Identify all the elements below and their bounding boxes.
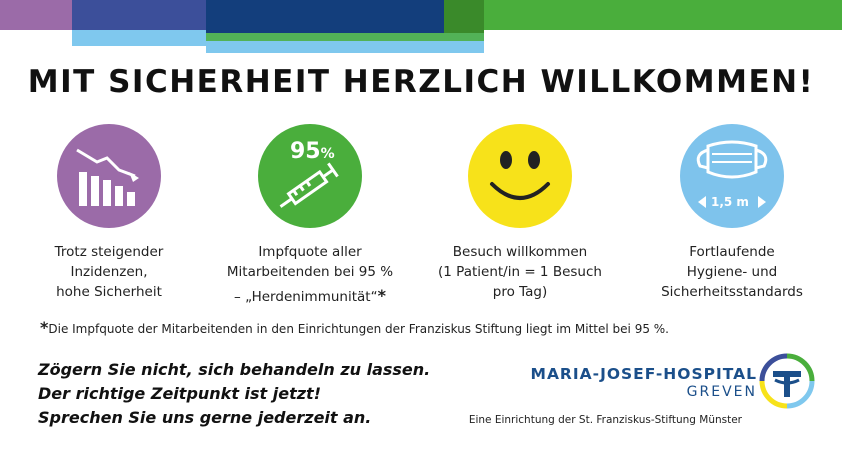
- band-dark-blue: [72, 0, 206, 30]
- band-green-right: [484, 0, 842, 30]
- distance-badge: 1,5 m: [711, 195, 749, 209]
- caption-incidence: Trotz steigender Inzidenzen, hohe Sicher…: [54, 244, 164, 300]
- band-olive-green: [444, 0, 484, 33]
- band-navy: [206, 0, 444, 33]
- hospital-logo: [758, 352, 816, 410]
- band-green-strip: [206, 33, 484, 41]
- hospital-city: GREVEN: [686, 384, 757, 400]
- vaccination-rate-badge: 95%: [290, 139, 335, 164]
- declining-chart-icon: [57, 124, 161, 228]
- footnote: *Die Impfquote der Mitarbeitenden in den…: [40, 318, 669, 337]
- caption-visit: Besuch willkommen (1 Patient/in = 1 Besu…: [438, 244, 602, 300]
- syringe-icon: [258, 124, 362, 228]
- slogan: Zögern Sie nicht, sich behandeln zu lass…: [38, 360, 431, 427]
- band-light-blue-left: [72, 30, 206, 46]
- hospital-subline: Eine Einrichtung der St. Franziskus-Stif…: [468, 414, 742, 426]
- caption-hygiene: Fortlaufende Hygiene- und Sicherheitssta…: [661, 244, 803, 300]
- page-title: MIT SICHERHEIT HERZLICH WILLKOMMEN!: [27, 64, 815, 100]
- hospital-name: MARIA-JOSEF-HOSPITAL: [530, 365, 757, 383]
- band-purple: [0, 0, 72, 30]
- caption-vaccination: Impfquote aller Mitarbeitenden bei 95 % …: [226, 244, 394, 305]
- face-mask-icon: [680, 124, 784, 228]
- smiley-icon: [468, 124, 572, 228]
